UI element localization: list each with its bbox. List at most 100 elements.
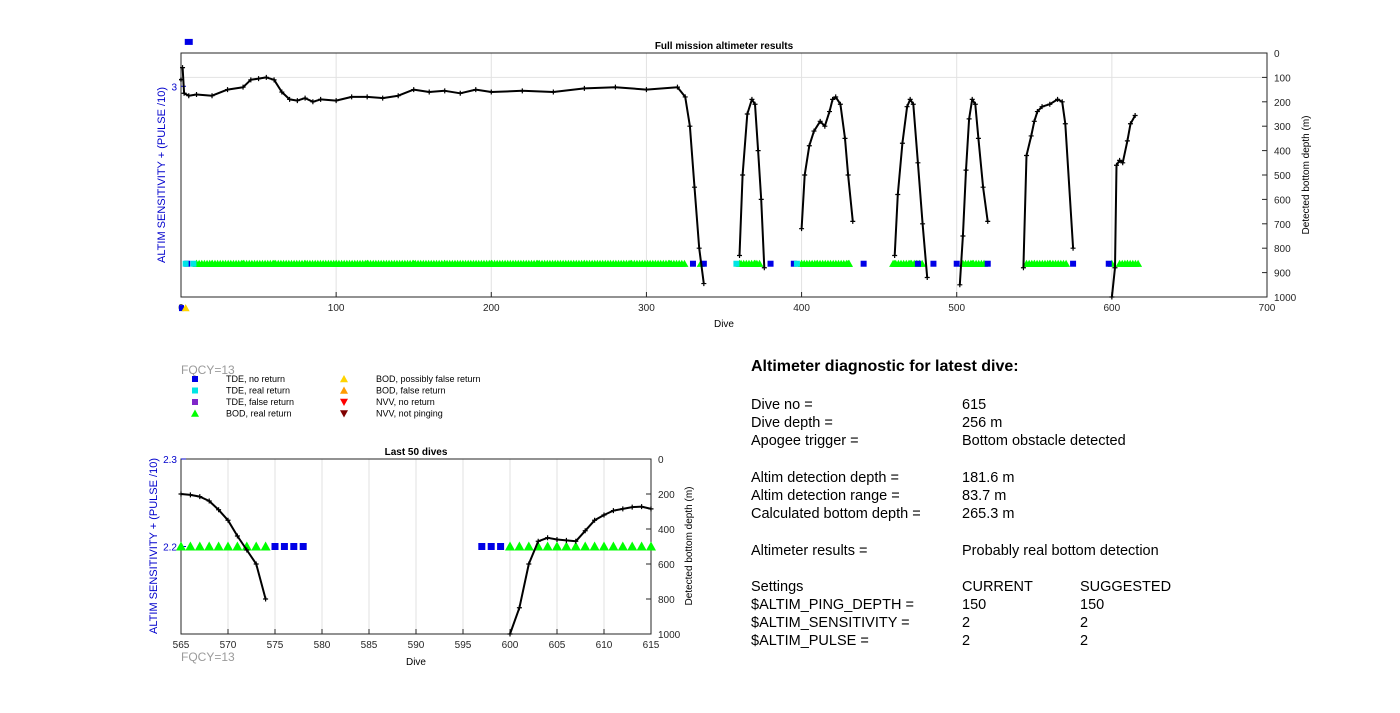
bod-real-return-marker [580, 541, 591, 551]
depth-point [904, 104, 910, 110]
depth-point [271, 77, 277, 83]
depth-point [592, 517, 598, 523]
depth-point [457, 90, 463, 96]
depth-point [837, 101, 843, 107]
depth-point [563, 537, 569, 543]
tde-no-return-marker [299, 543, 307, 550]
depth-point [907, 96, 913, 102]
current-label: CURRENT [962, 578, 1033, 595]
bod-real-return-marker [570, 541, 581, 551]
tde-no-return-marker [478, 543, 486, 550]
x-tick-label: 300 [638, 303, 655, 314]
y-right-tick-label: 200 [658, 490, 675, 501]
depth-point [960, 233, 966, 239]
depth-point [364, 94, 370, 100]
depth-point [1047, 101, 1053, 107]
settings-header-row: Settings CURRENT SUGGESTED [751, 578, 1391, 596]
detect-range-value: 83.7 m [962, 487, 1007, 504]
depth-point [692, 184, 698, 190]
depth-point [682, 94, 688, 100]
depth-point [895, 192, 901, 198]
depth-point [1062, 121, 1068, 127]
suggested-label: SUGGESTED [1080, 578, 1172, 595]
bottom-y-axis-right-label: Detected bottom depth (m) [684, 487, 695, 606]
depth-point [573, 538, 579, 544]
tde-no-return-marker [930, 260, 937, 267]
bottom-depth-line [181, 67, 705, 284]
setting-name: $ALTIM_PING_DEPTH = [751, 597, 914, 614]
depth-point [899, 140, 905, 146]
x-tick-label: 575 [267, 640, 284, 651]
depth-point [910, 101, 916, 107]
depth-point [197, 494, 203, 500]
bottom-grid [180, 459, 652, 634]
bottom-depth-line [1110, 115, 1136, 298]
depth-point [1120, 160, 1126, 166]
legend-label: TDE, real return [226, 386, 290, 396]
top-markers [179, 38, 1143, 312]
bottom-depth-line [738, 98, 766, 268]
depth-point [963, 167, 969, 173]
bod-real-return-marker [194, 541, 205, 551]
depth-point [761, 265, 767, 271]
y-right-tick-label: 500 [1274, 171, 1291, 182]
setting-current: 150 [962, 597, 987, 614]
bod-real-return-marker [251, 541, 262, 551]
depth-point [802, 172, 808, 178]
apogee-label: Apogee trigger = [751, 433, 859, 450]
depth-point [234, 533, 240, 539]
dive-depth-value: 256 m [962, 415, 1003, 432]
fqcy-label-bottom: FQCY=13 [181, 650, 235, 664]
x-tick-label: 600 [502, 640, 519, 651]
bottom-chart-title: Last 50 dives [385, 447, 448, 458]
depth-point [957, 282, 963, 288]
setting-row: $ALTIM_PULSE = 2 2 [751, 632, 1391, 650]
depth-point [799, 226, 805, 232]
depth-point [1031, 118, 1037, 124]
top-y-axis-right-label: Detected bottom depth (m) [1301, 116, 1312, 235]
depth-point [181, 90, 187, 96]
full-mission-chart: 0 100 200 300 400 500 600 700 3 0 100 200 300 400 50… [156, 38, 1312, 330]
legend-label: BOD, possibly false return [376, 374, 481, 384]
y-left-tick-label: 2.3 [163, 455, 177, 466]
depth-point [1124, 138, 1130, 144]
tde-no-return-marker [1105, 260, 1112, 267]
depth-point [601, 512, 607, 518]
depth-point [225, 517, 231, 523]
depth-point [178, 491, 184, 497]
legend-triangle-icon [340, 375, 348, 383]
legend-triangle-icon [340, 398, 348, 406]
depth-point [1020, 265, 1026, 271]
x-tick-label: 700 [1259, 303, 1276, 314]
depth-point [550, 89, 556, 95]
tde-no-return-marker [179, 305, 184, 312]
y-right-tick-label: 200 [1274, 98, 1291, 109]
depth-point [1055, 96, 1061, 102]
y-right-tick-label: 900 [1274, 269, 1291, 280]
detect-range-label: Altim detection range = [751, 487, 900, 504]
bottom-depth-line [800, 95, 854, 229]
depth-point [253, 561, 259, 567]
y-right-tick-label: 300 [1274, 122, 1291, 133]
legend-label: NVV, no return [376, 397, 435, 407]
setting-name: $ALTIM_SENSITIVITY = [751, 615, 910, 632]
legend-triangle-icon [191, 409, 199, 417]
bod-real-return-marker [589, 541, 600, 551]
tde-no-return-marker [953, 260, 960, 267]
bottom-depth-line [958, 98, 989, 285]
tde-no-return-marker [689, 260, 696, 267]
y-right-tick-label: 400 [658, 525, 675, 536]
tde-no-return-marker [767, 260, 774, 267]
top-depth-lines [180, 65, 1138, 300]
bod-real-return-marker [755, 259, 764, 267]
top-x-axis-label: Dive [714, 319, 734, 330]
setting-suggested: 2 [1080, 615, 1089, 632]
depth-point [216, 507, 222, 513]
depth-point [1114, 162, 1120, 168]
altimeter-diagnostic-panel: Altimeter diagnostic for latest dive: Di… [751, 358, 1391, 651]
bod-possibly-false-marker [181, 304, 190, 312]
depth-point [674, 84, 680, 90]
depth-point [1132, 112, 1138, 118]
